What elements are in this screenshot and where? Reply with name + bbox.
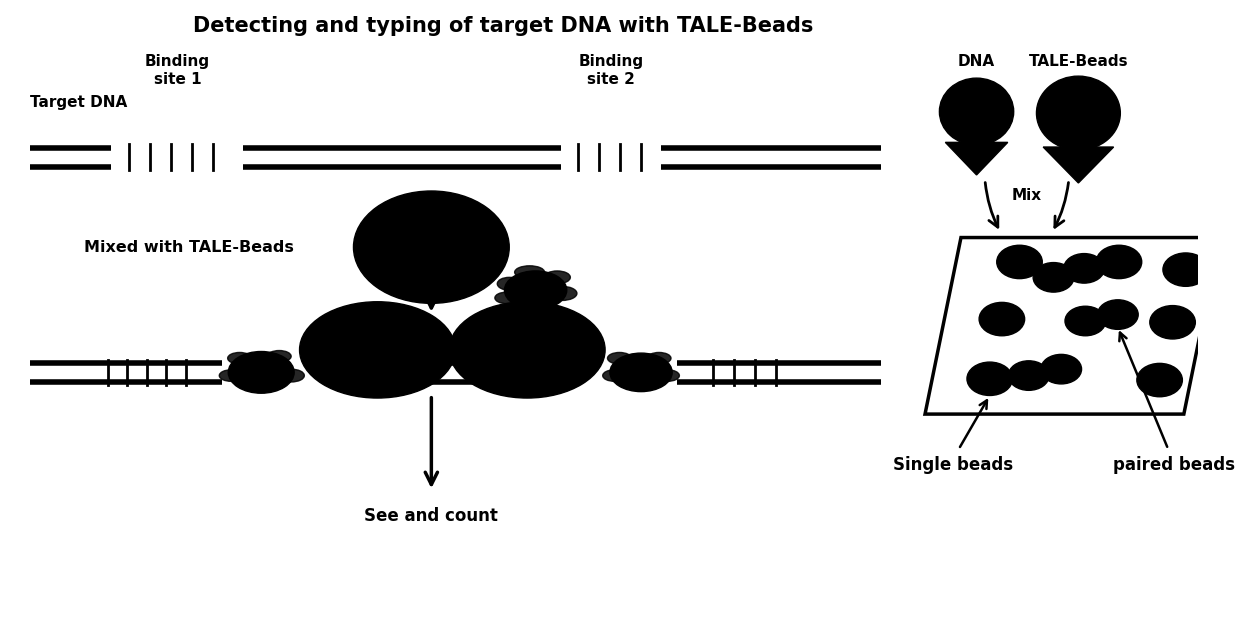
Ellipse shape	[1037, 76, 1120, 150]
Ellipse shape	[1097, 300, 1138, 329]
Text: DNA: DNA	[959, 55, 996, 69]
Ellipse shape	[544, 271, 570, 284]
Text: Binding
site 1: Binding site 1	[145, 55, 210, 87]
Text: See and count: See and count	[365, 507, 498, 525]
Ellipse shape	[1096, 245, 1142, 279]
Text: Binding
site 2: Binding site 2	[579, 55, 644, 87]
Text: Target DNA: Target DNA	[30, 95, 128, 110]
Text: Single beads: Single beads	[893, 456, 1013, 474]
Ellipse shape	[980, 302, 1024, 336]
Ellipse shape	[228, 352, 294, 393]
Ellipse shape	[967, 362, 1013, 395]
Ellipse shape	[997, 245, 1043, 279]
Ellipse shape	[547, 286, 577, 300]
Ellipse shape	[300, 302, 455, 398]
Polygon shape	[1043, 147, 1114, 183]
Ellipse shape	[1149, 306, 1195, 339]
Ellipse shape	[228, 352, 252, 364]
Ellipse shape	[1163, 253, 1209, 286]
Ellipse shape	[1008, 361, 1049, 390]
Ellipse shape	[515, 266, 544, 279]
Ellipse shape	[505, 271, 567, 309]
Text: Mix: Mix	[1012, 188, 1042, 204]
Ellipse shape	[495, 292, 518, 304]
Ellipse shape	[449, 302, 605, 398]
Ellipse shape	[353, 191, 510, 304]
Ellipse shape	[267, 351, 291, 362]
Ellipse shape	[528, 302, 554, 314]
Ellipse shape	[656, 370, 680, 381]
Ellipse shape	[1137, 363, 1183, 397]
Polygon shape	[945, 143, 1008, 175]
Ellipse shape	[1033, 263, 1074, 292]
Ellipse shape	[610, 353, 672, 392]
Ellipse shape	[219, 370, 243, 381]
Text: TALE-Beads: TALE-Beads	[1029, 55, 1128, 69]
Ellipse shape	[1065, 306, 1106, 336]
Text: Detecting and typing of target DNA with TALE-Beads: Detecting and typing of target DNA with …	[193, 16, 813, 36]
Ellipse shape	[497, 277, 521, 290]
Text: Mixed with TALE-Beads: Mixed with TALE-Beads	[84, 239, 294, 255]
Ellipse shape	[603, 370, 626, 381]
Ellipse shape	[1064, 254, 1105, 283]
Ellipse shape	[647, 352, 671, 364]
Ellipse shape	[1040, 354, 1081, 384]
Text: paired beads: paired beads	[1114, 456, 1235, 474]
Ellipse shape	[278, 369, 304, 382]
Ellipse shape	[608, 352, 631, 364]
Ellipse shape	[940, 78, 1013, 145]
